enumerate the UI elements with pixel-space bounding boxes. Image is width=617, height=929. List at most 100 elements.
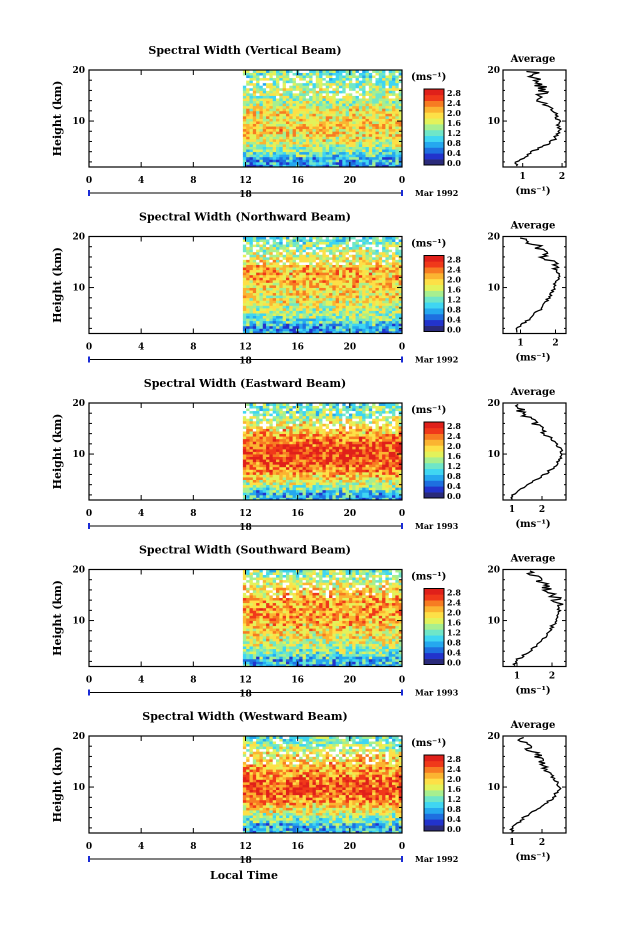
heatmap-cell xyxy=(322,154,327,158)
heatmap-cell xyxy=(398,254,403,258)
heatmap-cell xyxy=(249,494,254,498)
heatmap-cell xyxy=(368,159,373,163)
heatmap-cell xyxy=(325,108,330,112)
heatmap-cell xyxy=(289,474,294,478)
heatmap-cell xyxy=(292,115,297,119)
heatmap-cell xyxy=(322,290,327,294)
heatmap-cell xyxy=(259,297,264,301)
heatmap-cell xyxy=(339,126,343,130)
heatmap-cell xyxy=(319,454,323,457)
colorbar-swatch xyxy=(424,296,444,303)
heatmap-cell xyxy=(372,87,376,91)
heatmap-cell xyxy=(322,292,327,296)
heatmap-cell xyxy=(242,489,247,493)
heatmap-cell xyxy=(242,92,247,96)
heatmap-cell xyxy=(282,272,287,276)
heatmap-cell xyxy=(358,292,363,296)
heatmap-cell xyxy=(372,161,376,165)
heatmap-cell xyxy=(309,126,313,130)
heatmap-cell xyxy=(249,146,254,150)
heatmap-cell xyxy=(352,82,356,86)
heatmap-cell xyxy=(352,151,356,155)
heatmap-cell xyxy=(339,487,343,491)
heatmap-cell xyxy=(398,123,403,127)
heatmap-cell xyxy=(299,459,303,463)
heatmap-cell xyxy=(285,328,290,332)
heatmap-cell xyxy=(285,482,290,486)
heatmap-cell xyxy=(398,295,403,299)
heatmap-cell xyxy=(309,474,313,478)
heatmap-cell xyxy=(329,489,333,493)
heatmap-cell xyxy=(368,290,373,294)
heatmap-cell xyxy=(378,118,383,122)
heatmap-cell xyxy=(385,144,390,147)
heatmap-cell xyxy=(358,80,363,84)
heatmap-cell xyxy=(302,244,307,248)
heatmap-cell xyxy=(348,138,353,142)
heatmap-cell xyxy=(365,149,370,153)
heatmap-cell xyxy=(339,72,343,76)
heatmap-cell xyxy=(292,405,297,409)
heatmap-cell xyxy=(242,297,247,301)
heatmap-cell xyxy=(262,410,267,414)
heatmap-cell xyxy=(299,492,303,496)
heatmap-cell xyxy=(289,325,294,329)
heatmap-cell xyxy=(329,80,333,84)
heatmap-cell xyxy=(388,292,393,296)
heatmap-cell xyxy=(292,436,297,440)
heatmap-cell xyxy=(395,77,400,81)
heatmap-cell xyxy=(252,477,257,480)
heatmap-cell xyxy=(242,70,247,73)
heatmap-cell xyxy=(309,487,313,491)
heatmap-cell xyxy=(269,489,274,493)
heatmap-cell xyxy=(398,103,403,107)
heatmap-cell xyxy=(266,438,270,442)
heatmap-cell xyxy=(259,103,264,107)
heatmap-cell xyxy=(378,87,383,91)
heatmap-cell xyxy=(279,290,284,294)
heatmap-cell xyxy=(385,85,390,89)
heatmap-cell xyxy=(332,126,337,130)
heatmap-cell xyxy=(299,159,303,163)
heatmap-cell xyxy=(292,479,297,483)
heatmap-cell xyxy=(259,138,264,142)
heatmap-cell xyxy=(259,87,264,91)
heatmap-cell xyxy=(302,136,307,140)
heatmap-cell xyxy=(325,494,330,498)
heatmap-cell xyxy=(299,141,303,145)
heatmap-cell xyxy=(269,262,274,265)
heatmap-cell xyxy=(276,328,280,332)
heatmap-cell xyxy=(342,328,347,332)
heatmap-cell xyxy=(339,305,343,309)
heatmap-cell xyxy=(266,451,270,455)
heatmap-cell xyxy=(295,313,300,317)
heatmap-cell xyxy=(392,277,396,281)
heatmap-cell xyxy=(282,115,287,119)
heatmap-cell xyxy=(289,459,294,463)
heatmap-cell xyxy=(342,105,347,109)
heatmap-cell xyxy=(305,131,310,135)
heatmap-cell xyxy=(362,159,366,163)
heatmap-cell xyxy=(279,315,284,319)
heatmap-cell xyxy=(372,92,376,96)
heatmap-cell xyxy=(365,136,370,140)
heatmap-cell xyxy=(269,131,274,135)
heatmap-cell xyxy=(355,285,360,288)
heatmap-cell xyxy=(259,323,264,327)
heatmap-cell xyxy=(342,85,347,89)
heatmap-cell xyxy=(249,239,254,242)
heatmap-cell xyxy=(345,262,350,265)
heatmap-cell xyxy=(305,151,310,155)
heatmap-cell xyxy=(395,138,400,142)
heatmap-cell xyxy=(332,108,337,112)
heatmap-cell xyxy=(276,285,280,288)
heatmap-cell xyxy=(375,110,380,114)
heatmap-cell xyxy=(348,285,353,288)
heatmap-cell xyxy=(319,249,323,253)
heatmap-cell xyxy=(299,164,303,168)
heatmap-cell xyxy=(279,128,284,132)
heatmap-cell xyxy=(382,325,386,329)
heatmap-cell xyxy=(259,110,264,114)
heatmap-cell xyxy=(295,443,300,447)
heatmap-cell xyxy=(345,70,350,73)
